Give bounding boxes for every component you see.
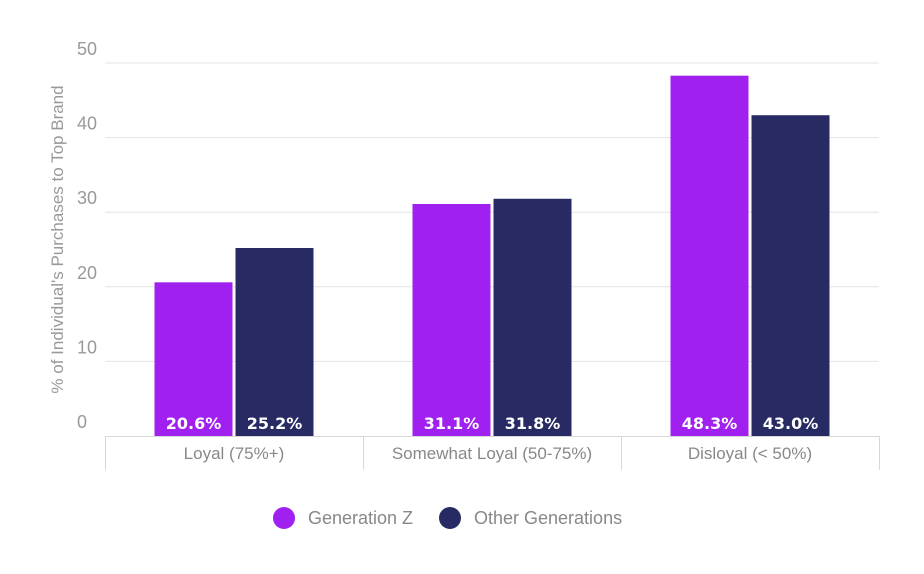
y-tick-label: 40 [77, 114, 97, 134]
legend-swatch [273, 507, 295, 529]
x-category-label: Somewhat Loyal (50-75%) [392, 444, 592, 463]
y-tick-label: 50 [77, 39, 97, 59]
bar [412, 203, 491, 436]
bar-data-label: 31.8% [505, 414, 561, 433]
bar [751, 115, 830, 436]
bar [235, 248, 314, 436]
bar [670, 75, 749, 436]
bar-data-label: 25.2% [247, 414, 303, 433]
y-tick-label: 10 [77, 337, 97, 357]
bar [493, 198, 572, 436]
bar-data-label: 43.0% [763, 414, 819, 433]
x-category-label: Loyal (75%+) [184, 444, 285, 463]
legend-label: Generation Z [308, 508, 413, 528]
bar-data-label: 20.6% [166, 414, 222, 433]
y-tick-label: 20 [77, 263, 97, 283]
y-tick-label: 30 [77, 188, 97, 208]
legend-label: Other Generations [474, 508, 622, 528]
bar-data-label: 48.3% [682, 414, 738, 433]
y-tick-label: 0 [77, 412, 87, 432]
y-axis-title: % of Individual's Purchases to Top Brand [48, 85, 67, 393]
x-category-label: Disloyal (< 50%) [688, 444, 812, 463]
legend-swatch [439, 507, 461, 529]
bar-data-label: 31.1% [424, 414, 480, 433]
bar [154, 282, 233, 436]
